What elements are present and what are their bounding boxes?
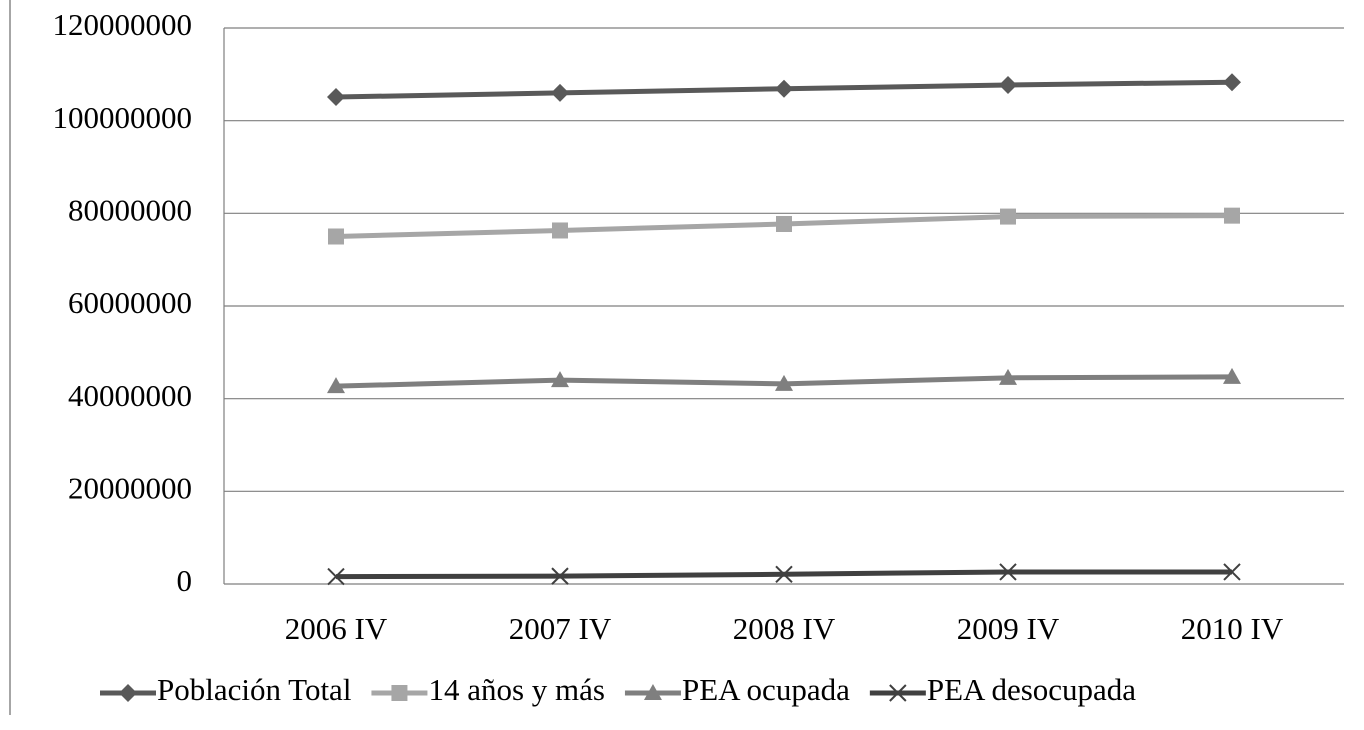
legend-label: 14 años y más bbox=[428, 672, 605, 707]
x-tick-label: 2009 IV bbox=[957, 611, 1060, 646]
y-tick-label: 100000000 bbox=[53, 100, 193, 135]
data-point bbox=[327, 377, 345, 394]
y-tick-label: 80000000 bbox=[68, 192, 192, 227]
data-point bbox=[551, 567, 569, 585]
y-tick-label: 60000000 bbox=[68, 285, 192, 320]
x-tick-label: 2008 IV bbox=[733, 611, 836, 646]
data-point bbox=[552, 222, 568, 239]
data-point bbox=[1223, 563, 1241, 581]
data-point bbox=[551, 83, 569, 102]
x-tick-label: 2010 IV bbox=[1181, 611, 1284, 646]
data-point bbox=[775, 565, 793, 583]
legend-marker bbox=[643, 684, 662, 700]
data-point bbox=[327, 567, 345, 586]
data-point bbox=[1224, 207, 1240, 224]
data-point bbox=[551, 371, 569, 388]
legend-label: Población Total bbox=[157, 672, 351, 707]
data-point bbox=[776, 215, 792, 232]
legend-label: PEA ocupada bbox=[682, 672, 850, 707]
data-point bbox=[999, 368, 1017, 385]
legend-marker bbox=[119, 684, 137, 702]
x-tick-label: 2006 IV bbox=[285, 611, 388, 646]
y-tick-label: 0 bbox=[177, 563, 193, 598]
data-point bbox=[328, 228, 344, 245]
x-tick-label: 2007 IV bbox=[509, 611, 612, 646]
data-point bbox=[1000, 208, 1016, 225]
y-tick-label: 120000000 bbox=[53, 7, 193, 42]
data-point bbox=[1223, 367, 1241, 384]
y-tick-label: 20000000 bbox=[68, 470, 192, 505]
legend-label: PEA desocupada bbox=[927, 672, 1136, 707]
data-point bbox=[775, 79, 793, 98]
legend-marker bbox=[391, 685, 408, 701]
data-point bbox=[999, 75, 1017, 94]
data-point bbox=[775, 374, 793, 391]
y-tick-label: 40000000 bbox=[68, 378, 192, 413]
data-point bbox=[327, 88, 345, 107]
legend-marker bbox=[889, 684, 907, 702]
data-point bbox=[1223, 73, 1241, 92]
data-point bbox=[999, 563, 1017, 581]
